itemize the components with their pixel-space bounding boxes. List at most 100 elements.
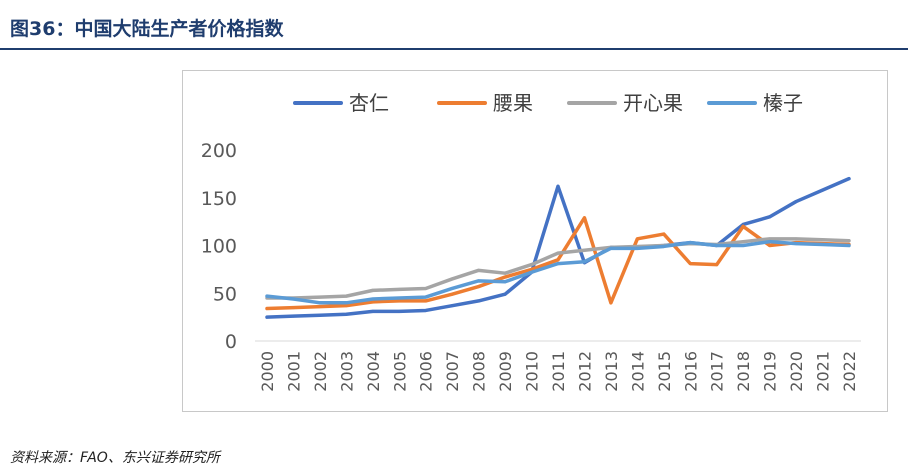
data-point-s4-2018 [741, 244, 745, 247]
x-tick-label-2009: 2009 [496, 351, 515, 392]
data-point-s3-2007 [450, 277, 454, 281]
data-point-s4-2007 [450, 286, 454, 290]
series-line-3 [265, 237, 851, 300]
data-point-s3-2004 [371, 288, 375, 292]
x-tick-label-2004: 2004 [364, 351, 383, 392]
data-point-s1-2000 [265, 315, 269, 319]
data-point-s2-2016 [688, 262, 692, 266]
y-tick-label-200: 200 [201, 140, 237, 162]
data-point-s3-2006 [424, 286, 428, 290]
data-point-s1-2002 [318, 313, 322, 317]
x-tick-label-2021: 2021 [814, 351, 833, 392]
data-point-s4-2005 [397, 296, 401, 300]
data-point-s3-2003 [344, 294, 348, 298]
data-point-s4-2010 [530, 270, 534, 274]
legend-label-2: 腰果 [493, 91, 533, 115]
data-point-s4-2015 [662, 244, 666, 248]
data-point-s4-2009 [503, 280, 507, 284]
chart-series [265, 176, 851, 319]
data-point-s3-2005 [397, 287, 401, 291]
data-point-s1-2007 [450, 304, 454, 308]
data-point-s3-2011 [556, 251, 560, 255]
data-point-s2-2009 [503, 275, 507, 279]
y-axis: 0 50 100 150 200 [201, 140, 237, 353]
x-tick-label-2010: 2010 [523, 351, 542, 392]
data-point-s2-2001 [291, 306, 295, 310]
data-point-s1-2003 [344, 312, 348, 316]
source-note: 资料来源：FAO、东兴证券研究所 [10, 450, 220, 466]
x-tick-label-2008: 2008 [470, 351, 489, 392]
y-tick-label-150: 150 [201, 188, 237, 210]
x-axis: 2000 2001 2002 2003 2004 2005 2006 2007 2008 2009… [255, 340, 861, 392]
data-point-s4-2011 [556, 262, 560, 266]
y-tick-label-100: 100 [201, 236, 237, 258]
data-point-s2-2005 [397, 299, 401, 303]
x-tick-label-2020: 2020 [787, 351, 806, 392]
data-point-s1-2008 [477, 299, 481, 303]
data-point-s1-2019 [768, 215, 772, 219]
data-point-s1-2005 [397, 309, 401, 313]
data-point-s4-2013 [609, 246, 613, 250]
x-tick-label-2016: 2016 [681, 351, 700, 392]
x-tick-label-2018: 2018 [734, 351, 753, 392]
data-point-s2-2017 [715, 263, 719, 267]
data-point-s2-2013 [609, 301, 613, 305]
data-point-s3-2021 [821, 238, 825, 242]
data-point-s1-2004 [371, 309, 375, 313]
data-point-s1-2006 [424, 308, 428, 312]
data-point-s2-2004 [371, 300, 375, 304]
data-point-s2-2002 [318, 305, 322, 309]
title-divider [0, 48, 908, 50]
data-point-s1-2020 [794, 200, 798, 204]
x-tick-label-2019: 2019 [761, 351, 780, 392]
data-point-s2-2011 [556, 258, 560, 262]
data-point-s2-2006 [424, 299, 428, 303]
x-tick-label-2007: 2007 [443, 351, 462, 392]
data-point-s3-2002 [318, 295, 322, 299]
legend-label-4: 榛子 [763, 91, 803, 115]
data-point-s4-2012 [582, 260, 586, 264]
x-tick-label-2005: 2005 [390, 351, 409, 392]
data-point-s2-2008 [477, 285, 481, 289]
data-point-s3-2009 [503, 271, 507, 275]
data-point-s4-2000 [265, 294, 269, 298]
y-tick-label-0: 0 [225, 331, 237, 353]
data-point-s2-2012 [582, 216, 586, 220]
data-point-s2-2015 [662, 232, 666, 236]
data-point-s3-2012 [582, 248, 586, 252]
chart-legend: 杏仁 腰果 开心果 榛子 [293, 91, 803, 115]
data-point-s4-2006 [424, 295, 428, 299]
data-point-s4-2019 [768, 240, 772, 244]
x-tick-label-2013: 2013 [602, 351, 621, 392]
data-point-s2-2010 [530, 267, 534, 271]
data-point-s4-2021 [821, 243, 825, 247]
x-tick-label-2000: 2000 [258, 351, 277, 392]
x-tick-label-2022: 2022 [840, 351, 859, 392]
data-point-s3-2008 [477, 268, 481, 272]
x-tick-label-2001: 2001 [284, 351, 303, 392]
data-point-s4-2016 [688, 241, 692, 245]
figure-title: 图36：中国大陆生产者价格指数 [10, 18, 284, 40]
x-tick-label-2002: 2002 [311, 351, 330, 392]
data-point-s4-2014 [635, 246, 639, 250]
x-tick-label-2017: 2017 [708, 351, 727, 392]
data-point-s3-2020 [794, 237, 798, 241]
x-tick-label-2014: 2014 [628, 351, 647, 392]
data-point-s1-2001 [291, 314, 295, 318]
x-tick-label-2011: 2011 [549, 351, 568, 392]
data-point-s3-2018 [741, 240, 745, 244]
data-point-s3-2010 [530, 263, 534, 267]
data-point-s4-2003 [344, 301, 348, 305]
data-point-s2-2019 [768, 244, 772, 247]
data-point-s4-2022 [847, 244, 851, 247]
data-point-s1-2011 [556, 184, 560, 188]
data-point-s1-2022 [847, 177, 851, 181]
data-point-s4-2002 [318, 301, 322, 305]
series-line-1 [265, 176, 851, 319]
x-tick-label-2015: 2015 [655, 351, 674, 392]
data-point-s3-2019 [768, 237, 772, 241]
x-tick-label-2003: 2003 [337, 351, 356, 392]
data-point-s2-2007 [450, 292, 454, 296]
data-point-s2-2003 [344, 304, 348, 308]
